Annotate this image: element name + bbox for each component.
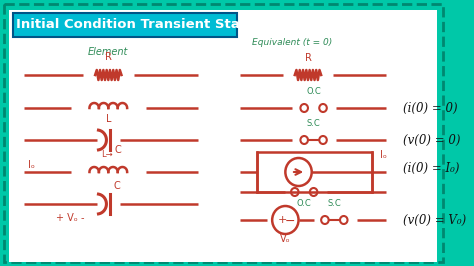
Text: L→: L→ — [101, 150, 112, 159]
Text: Equivalent (t = 0): Equivalent (t = 0) — [252, 38, 332, 47]
Text: + Vₒ -: + Vₒ - — [56, 213, 85, 223]
Text: Initial Condition Transient State: Initial Condition Transient State — [16, 19, 255, 31]
Text: R: R — [105, 52, 112, 62]
Text: Vₒ: Vₒ — [280, 234, 291, 244]
Text: (i(0) = I₀): (i(0) = I₀) — [403, 161, 460, 174]
Text: L: L — [106, 114, 111, 124]
Text: (v(0) = V₀): (v(0) = V₀) — [403, 214, 466, 227]
Text: Element: Element — [88, 47, 128, 57]
Text: −: − — [285, 214, 295, 227]
Text: (v(0) = 0): (v(0) = 0) — [403, 134, 461, 147]
Bar — [13, 13, 237, 37]
Text: C: C — [113, 181, 120, 191]
Text: Iₒ: Iₒ — [380, 150, 386, 160]
Text: Iₒ: Iₒ — [28, 160, 35, 170]
Text: O.C: O.C — [297, 199, 311, 208]
Bar — [257, 152, 372, 192]
Text: S.C: S.C — [328, 199, 341, 208]
Text: O.C: O.C — [306, 87, 321, 96]
Text: R: R — [304, 53, 311, 63]
Text: C: C — [114, 145, 121, 155]
Text: (i(0) = 0): (i(0) = 0) — [403, 102, 458, 114]
Text: +: + — [278, 215, 287, 225]
Text: S.C: S.C — [307, 119, 320, 128]
